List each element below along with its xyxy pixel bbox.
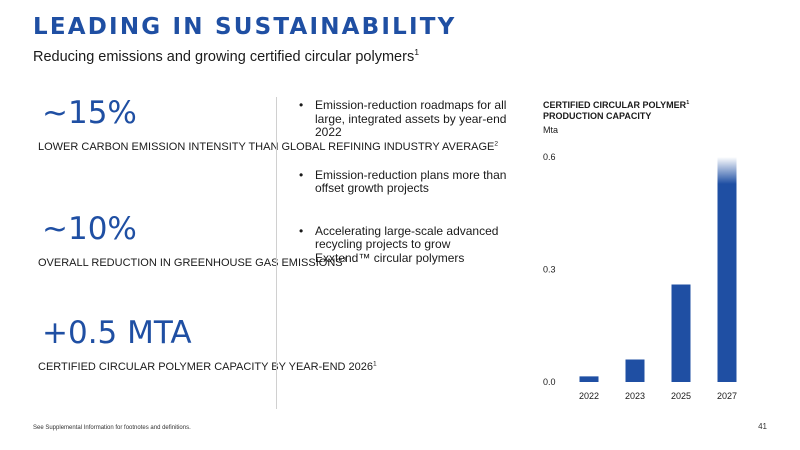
metric-label: CERTIFIED CIRCULAR POLYMER CAPACITY BY Y… [38, 361, 377, 375]
y-tick-label: 0.0 [543, 377, 556, 387]
chart-unit: Mta [543, 125, 559, 135]
metric-label-text: OVERALL REDUCTION IN GREENHOUSE GAS EMIS… [38, 257, 343, 269]
bullet-list: Emission-reduction roadmaps for all larg… [298, 98, 508, 294]
chart-title-line2: PRODUCTION CAPACITY [543, 111, 652, 121]
bar-2025 [671, 284, 691, 382]
bar-2027 [717, 157, 737, 382]
metric-carbon-intensity: ~15% LOWER CARBON EMISSION INTENSITY THA… [38, 98, 498, 155]
bullet-item: Emission-reduction plans more than offse… [298, 168, 508, 196]
bullet-item: Emission-reduction roadmaps for all larg… [298, 98, 508, 140]
page-title: LEADING IN SUSTAINABILITY [33, 14, 457, 40]
metric-label-text: CERTIFIED CIRCULAR POLYMER CAPACITY BY Y… [38, 361, 373, 373]
footnote-marker: 1 [372, 360, 377, 368]
metric-label: LOWER CARBON EMISSION INTENSITY THAN GLO… [38, 141, 498, 155]
x-tick-label: 2023 [625, 391, 645, 401]
x-tick-label: 2022 [579, 391, 599, 401]
metric-value: ~15% [42, 95, 137, 131]
y-tick-label: 0.3 [543, 265, 556, 275]
x-tick-label: 2025 [671, 391, 691, 401]
y-tick-label: 0.6 [543, 152, 556, 162]
metric-value: ~10% [42, 211, 137, 247]
footnote: See Supplemental Information for footnot… [33, 425, 191, 431]
metric-ghg-reduction: ~10% OVERALL REDUCTION IN GREENHOUSE GAS… [38, 214, 346, 271]
chart-title: CERTIFIED CIRCULAR POLYMER1 PRODUCTION C… [543, 100, 743, 122]
column-divider [276, 97, 277, 409]
capacity-bar-chart: 0.0 0.3 0.6 2022 2023 2025 2027 [543, 152, 737, 401]
bullet-item: Accelerating large-scale advanced recycl… [298, 224, 508, 266]
footnote-marker: 2 [494, 140, 499, 148]
footnote-marker: 1 [414, 47, 420, 58]
x-tick-label: 2027 [717, 391, 737, 401]
metric-circular-capacity: +0.5 MTA CERTIFIED CIRCULAR POLYMER CAPA… [38, 318, 377, 375]
chart-title-line1: CERTIFIED CIRCULAR POLYMER [543, 100, 687, 110]
page-number: 41 [758, 422, 767, 431]
metric-label-text: LOWER CARBON EMISSION INTENSITY THAN GLO… [38, 141, 495, 153]
page-subtitle: Reducing emissions and growing certified… [33, 47, 420, 65]
footnote-marker: 1 [686, 100, 690, 106]
bar-2022 [579, 376, 599, 382]
metric-value: +0.5 MTA [42, 315, 192, 351]
bar-2023 [625, 359, 645, 382]
subtitle-text: Reducing emissions and growing certified… [33, 49, 415, 65]
